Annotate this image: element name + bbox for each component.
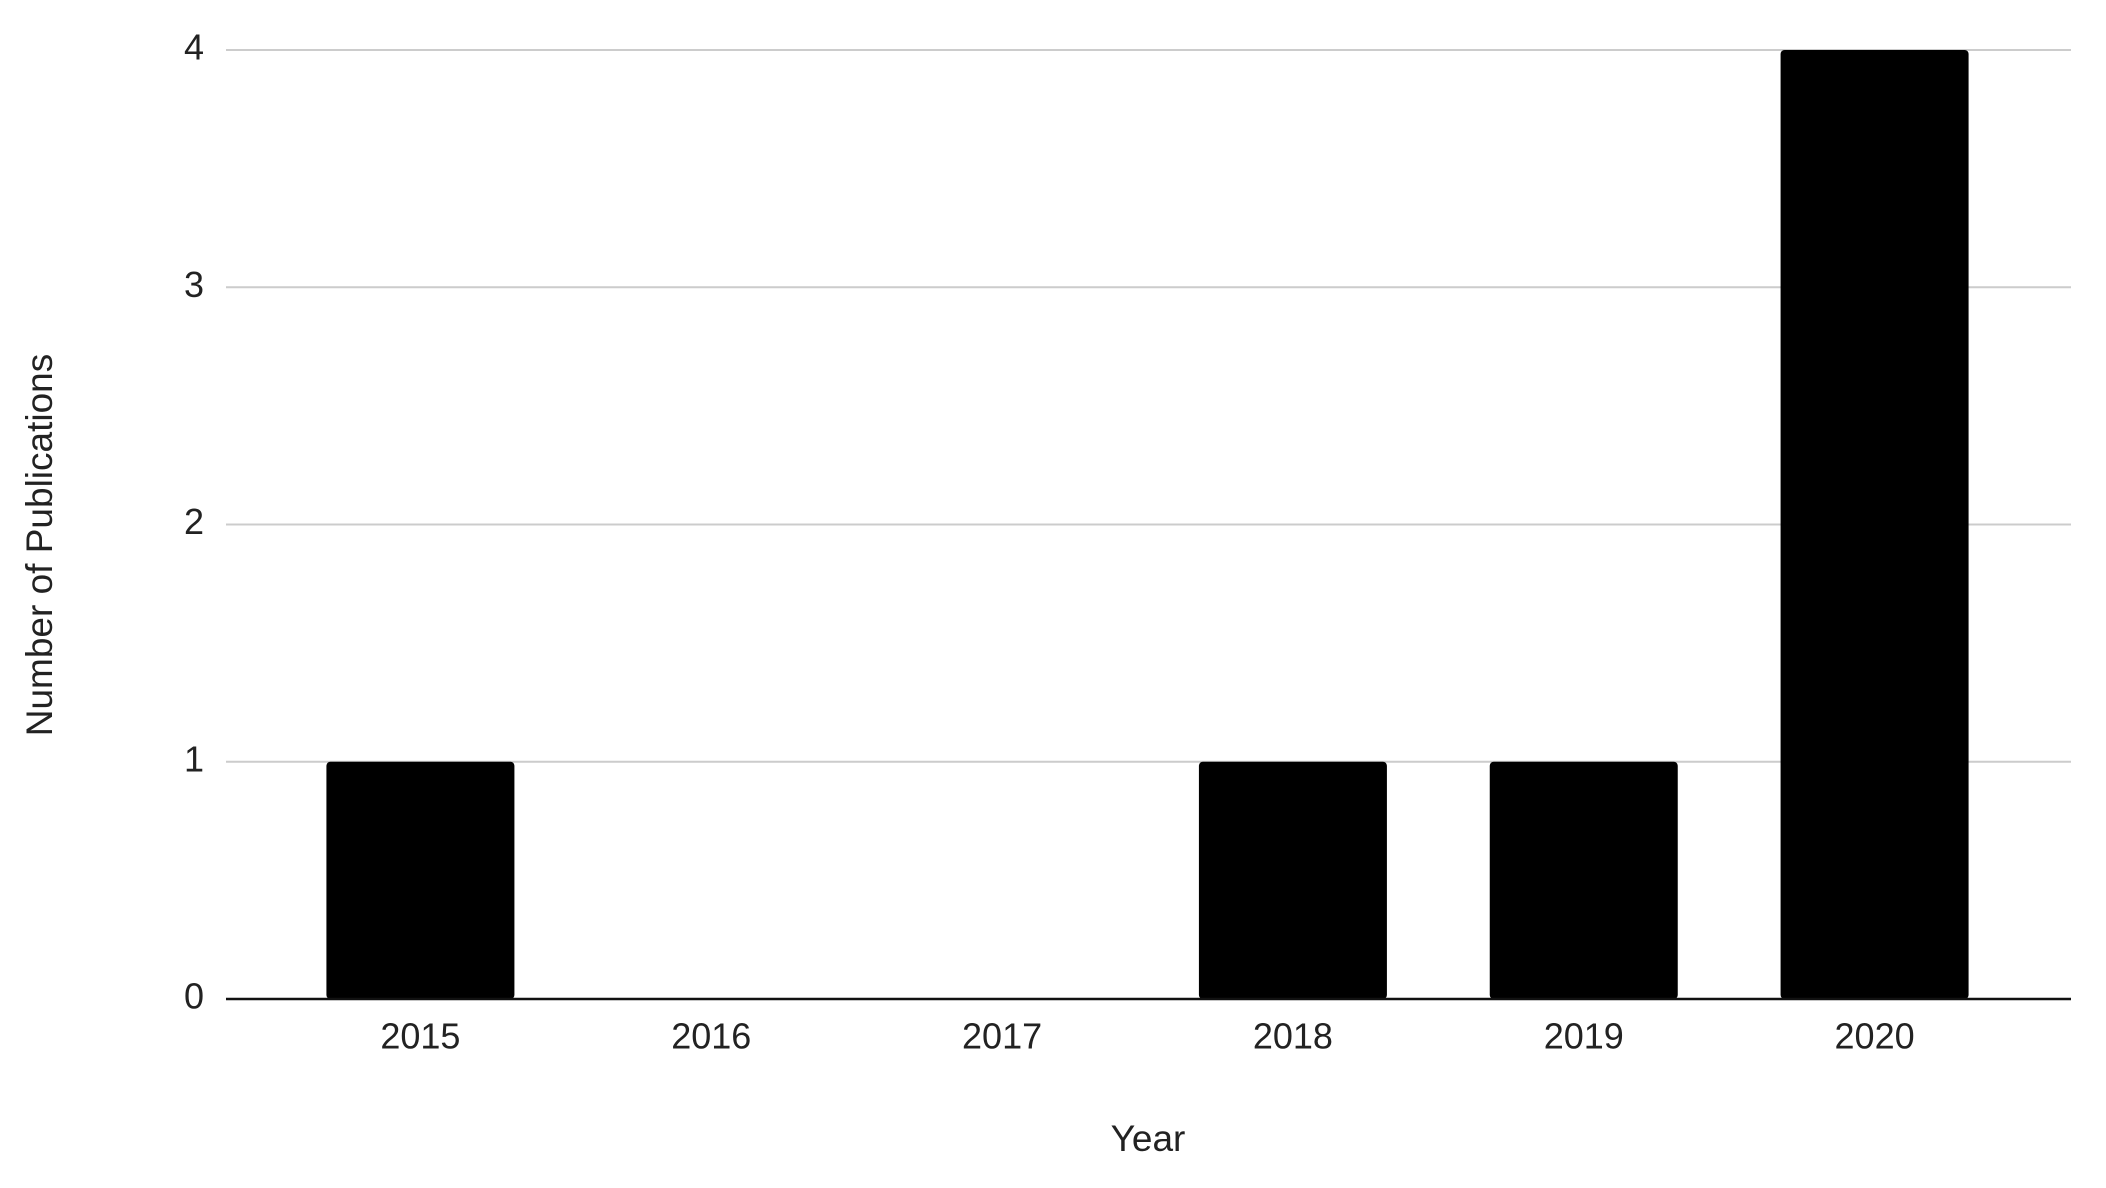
y-axis-title: Number of Publications [19,354,60,737]
x-axis-title: Year [1111,1118,1186,1159]
x-tick-label: 2018 [1253,1016,1333,1057]
bar [1198,761,1387,999]
y-tick-label: 2 [184,501,204,542]
y-tick-label: 0 [184,976,204,1017]
x-tick-label: 2017 [962,1016,1042,1057]
x-tick-label: 2020 [1835,1016,1915,1057]
x-tick-label: 2015 [380,1016,460,1057]
y-tick-label: 3 [184,264,204,305]
bar [1489,761,1678,999]
y-tick-label: 4 [184,27,204,68]
x-tick-label: 2019 [1544,1016,1624,1057]
bar [1780,50,1969,999]
bar [326,761,515,999]
x-tick-label: 2016 [671,1016,751,1057]
y-tick-label: 1 [184,738,204,779]
